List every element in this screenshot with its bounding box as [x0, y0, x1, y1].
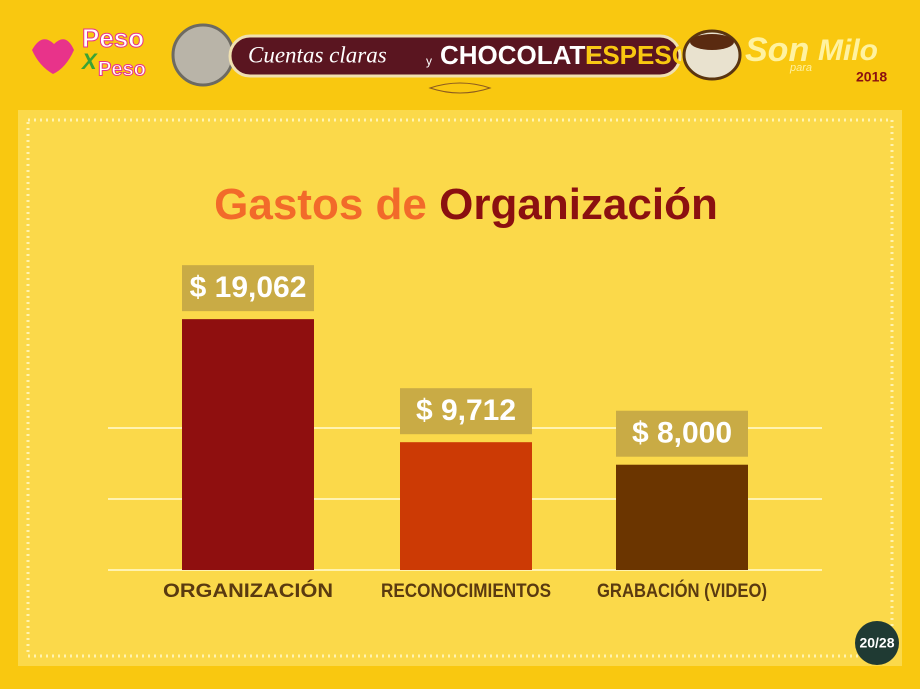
banner-text: CHOCOLATE: [440, 40, 603, 70]
banner: [228, 34, 682, 78]
bar: [182, 319, 314, 570]
bar: [616, 464, 748, 570]
bar: [400, 442, 532, 570]
banner-text: Cuentas claras: [248, 42, 387, 67]
value-label-box: [616, 410, 748, 457]
ornament: [428, 82, 492, 94]
x-tick-label: RECONOCIMIENTOS: [381, 581, 551, 602]
banner-text: y: [426, 54, 432, 68]
panel: [18, 110, 902, 666]
title-part: Organización: [439, 180, 718, 229]
banner-text: ESPESO: [585, 40, 692, 70]
x-tick-label: GRABACIÓN (VIDEO): [597, 580, 767, 602]
value-label: $ 9,712: [416, 394, 516, 427]
x-tick-label: ORGANIZACIÓN: [163, 580, 333, 602]
logo-text: X: [80, 49, 98, 74]
header: Peso X Peso Cuentas claras y CHOCOLATE E…: [32, 22, 887, 94]
chart-title: Gastos de Organización: [214, 180, 718, 229]
logo-text: Son: [745, 31, 809, 69]
page-badge: [855, 621, 899, 665]
page-number: 20/28: [859, 635, 894, 651]
cup-chocolate: [690, 34, 734, 50]
title-part: Gastos de: [214, 180, 427, 229]
value-label: $ 19,062: [190, 271, 307, 304]
value-label-box: [182, 265, 314, 312]
value-label: $ 8,000: [632, 417, 732, 450]
heart-icon: [32, 39, 74, 74]
logo-text: Peso: [82, 23, 144, 53]
value-label-box: [400, 388, 532, 435]
logo-text: 2018: [856, 69, 887, 85]
logo-text: Peso: [98, 58, 146, 80]
logo-text: Milo: [818, 34, 878, 67]
panel-border: [26, 118, 894, 658]
coin: [171, 23, 235, 87]
logo-text: para: [789, 62, 812, 74]
